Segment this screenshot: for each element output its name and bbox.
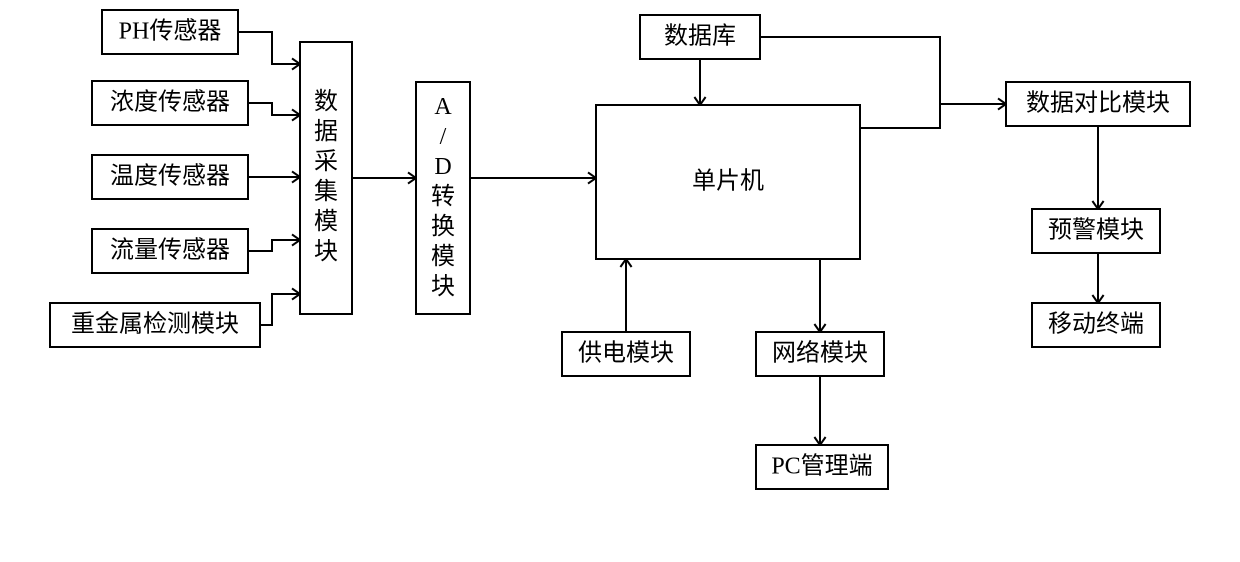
label-flow_sensor: 流量传感器 [110, 237, 230, 264]
edge-11 [860, 98, 1006, 128]
label-compare: 数据对比模块 [1026, 90, 1170, 117]
nodes-layer: PH传感器浓度传感器温度传感器流量传感器重金属检测模块 数据采集模块 A/D转换模块… [50, 10, 1190, 489]
node-mobile: 移动终端 [1032, 303, 1160, 347]
edge-6 [470, 172, 596, 183]
label-temp_sensor: 温度传感器 [110, 163, 230, 190]
label-database: 数据库 [664, 23, 736, 50]
edge-2 [248, 171, 300, 182]
node-pc: PC管理端 [756, 445, 888, 489]
label-power: 供电模块 [578, 340, 674, 367]
node-ad_conv: A/D转换模块 [416, 82, 470, 314]
node-database: 数据库 [640, 15, 760, 59]
label-metal_detect: 重金属检测模块 [71, 311, 239, 338]
label-pc: PC管理端 [771, 453, 872, 480]
label-alarm: 预警模块 [1048, 217, 1144, 244]
node-temp_sensor: 温度传感器 [92, 155, 248, 199]
edge-3 [248, 234, 300, 251]
node-ph_sensor: PH传感器 [102, 10, 238, 54]
edge-12 [760, 37, 940, 104]
node-flow_sensor: 流量传感器 [92, 229, 248, 273]
node-metal_detect: 重金属检测模块 [50, 303, 260, 347]
edge-14 [1092, 253, 1103, 303]
edge-5 [352, 172, 416, 183]
edge-9 [814, 259, 825, 332]
edge-10 [814, 376, 825, 445]
edge-7 [694, 59, 705, 105]
label-mcu: 单片机 [692, 168, 764, 195]
node-power: 供电模块 [562, 332, 690, 376]
node-compare: 数据对比模块 [1006, 82, 1190, 126]
label-mobile: 移动终端 [1048, 311, 1144, 338]
node-mcu: 单片机 [596, 105, 860, 259]
label-conc_sensor: 浓度传感器 [110, 89, 230, 116]
node-alarm: 预警模块 [1032, 209, 1160, 253]
edge-1 [248, 103, 300, 121]
system-diagram: PH传感器浓度传感器温度传感器流量传感器重金属检测模块 数据采集模块 A/D转换模块… [0, 0, 1240, 562]
edge-13 [1092, 126, 1103, 209]
edge-4 [260, 288, 300, 325]
node-conc_sensor: 浓度传感器 [92, 81, 248, 125]
node-network: 网络模块 [756, 332, 884, 376]
label-ph_sensor: PH传感器 [119, 18, 222, 45]
edge-0 [238, 32, 300, 70]
node-data_acq: 数据采集模块 [300, 42, 352, 314]
edge-8 [620, 259, 631, 332]
label-network: 网络模块 [772, 340, 868, 367]
